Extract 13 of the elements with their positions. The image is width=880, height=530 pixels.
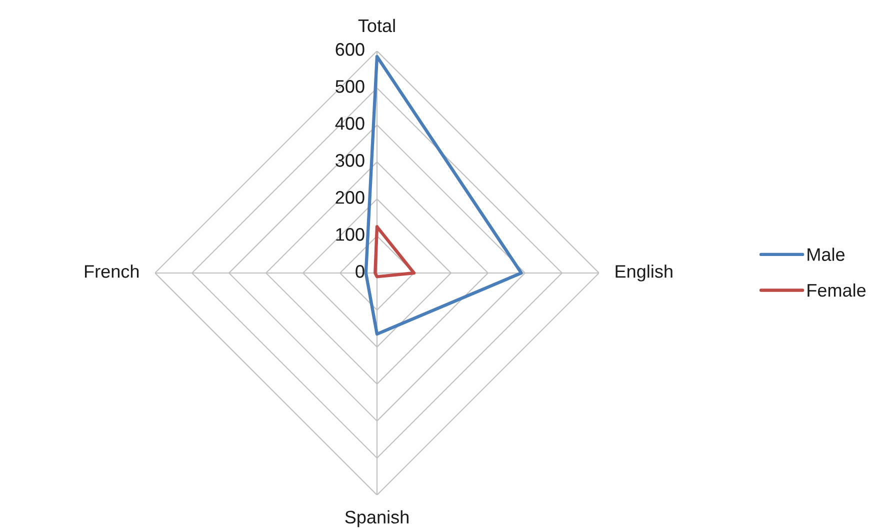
y-tick-label: 0: [356, 265, 364, 278]
y-tick-label: 100: [336, 228, 364, 241]
spoke-label: French: [85, 264, 139, 278]
y-tick-label: 300: [336, 154, 364, 167]
spoke-label: English: [616, 264, 672, 282]
legend-label: Male: [808, 248, 844, 261]
spoke-label: Total: [358, 18, 395, 32]
y-tick-label: 500: [336, 80, 364, 93]
spoke-label: Spanish: [345, 510, 408, 528]
y-tick-label: 200: [336, 191, 364, 204]
legend-label: Female: [808, 283, 866, 297]
y-tick-label: 600: [336, 43, 364, 56]
y-tick-label: 400: [335, 117, 364, 130]
